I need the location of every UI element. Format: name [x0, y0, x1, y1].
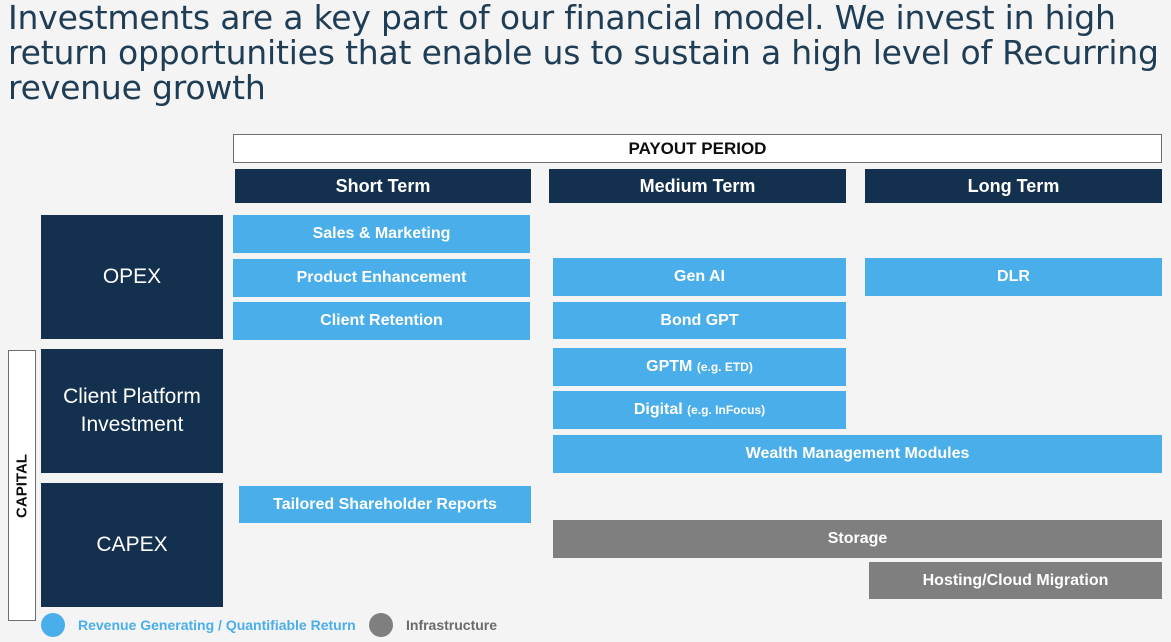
column-header-short-term: Short Term — [235, 169, 531, 203]
category-capex: CAPEX — [41, 483, 223, 607]
capital-bracket: CAPITAL — [8, 350, 36, 621]
legend-infrastructure-label: Infrastructure — [406, 617, 498, 633]
item-tailored-shareholder-reports: Tailored Shareholder Reports — [239, 486, 531, 523]
category-client-platform-investment: Client Platform Investment — [41, 349, 223, 473]
item-sales-marketing: Sales & Marketing — [233, 215, 530, 253]
legend-revenue-label: Revenue Generating / Quantifiable Return — [78, 617, 356, 633]
page-title: Investments are a key part of our financ… — [8, 0, 1159, 107]
item-digital-label: Digital — [633, 401, 683, 418]
payout-period-header: PAYOUT PERIOD — [233, 134, 1162, 163]
item-bond-gpt: Bond GPT — [553, 302, 846, 339]
item-product-enhancement: Product Enhancement — [233, 259, 530, 297]
column-header-long-term: Long Term — [865, 169, 1162, 203]
item-client-retention: Client Retention — [233, 302, 530, 340]
category-opex: OPEX — [41, 215, 223, 339]
item-storage: Storage — [553, 520, 1162, 558]
item-gptm-note: (e.g. ETD) — [696, 360, 753, 374]
item-gptm: GPTM (e.g. ETD) — [553, 348, 846, 386]
legend-infrastructure-swatch — [369, 613, 393, 637]
item-wealth-management-modules: Wealth Management Modules — [553, 435, 1162, 473]
item-digital-note: (e.g. InFocus) — [687, 403, 766, 417]
item-gptm-label: GPTM — [646, 358, 693, 375]
item-digital: Digital (e.g. InFocus) — [553, 391, 846, 429]
item-dlr: DLR — [865, 258, 1162, 296]
item-hosting-cloud-migration: Hosting/Cloud Migration — [869, 562, 1162, 599]
legend-revenue-swatch — [41, 613, 65, 637]
capital-label: CAPITAL — [13, 453, 31, 518]
item-gen-ai: Gen AI — [553, 258, 846, 296]
column-header-medium-term: Medium Term — [549, 169, 846, 203]
